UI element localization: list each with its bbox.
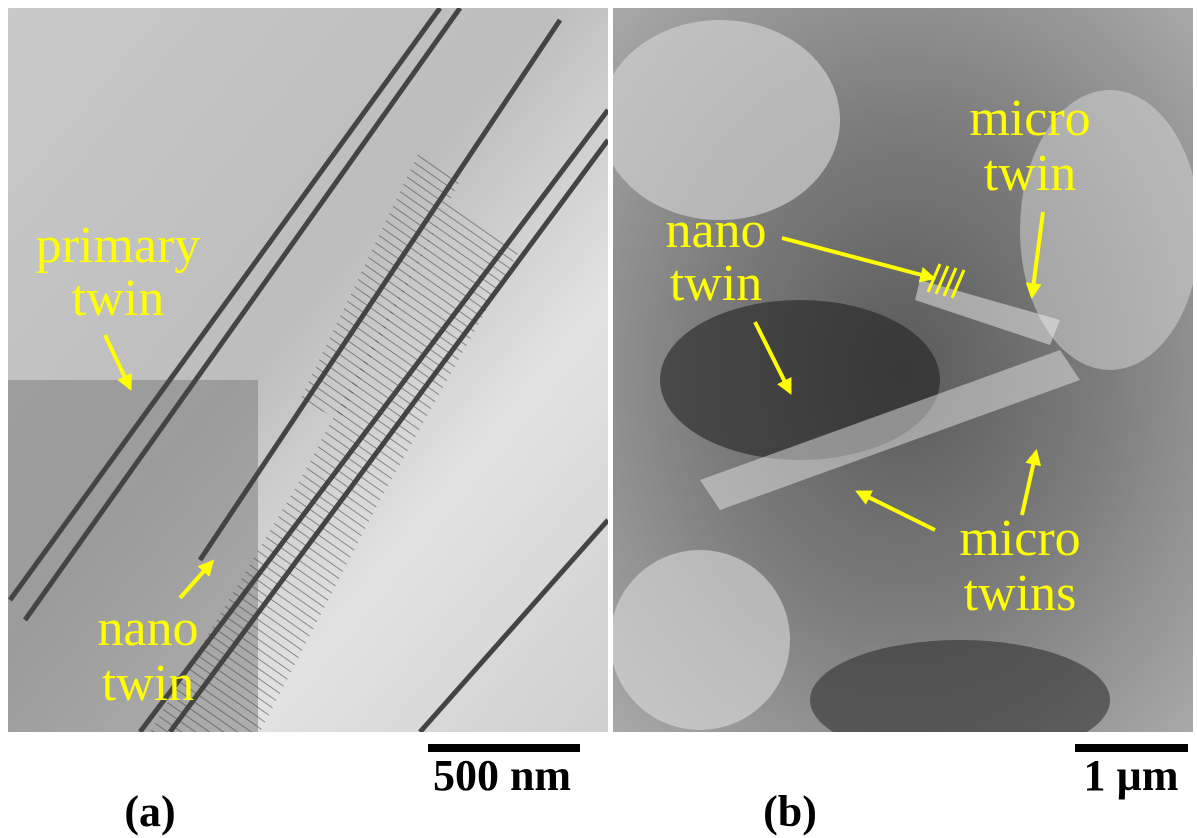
annotation: micro — [969, 90, 1090, 147]
annotation: twin — [72, 270, 164, 327]
annotation: nano — [97, 600, 198, 657]
figure: primary twin nano twin micro twin nano t… — [0, 0, 1197, 838]
scale-bar-label: 1 µm — [1083, 751, 1178, 800]
scale-bar-label: 500 nm — [433, 751, 571, 800]
annotation: micro — [959, 510, 1080, 567]
annotation: primary — [36, 217, 201, 274]
micrograph-b — [600, 8, 1197, 760]
annotation: nano — [665, 202, 766, 259]
annotation: twin — [670, 255, 762, 312]
annotation: twin — [102, 655, 194, 712]
panel-label: (b) — [763, 787, 817, 836]
annotation: twin — [984, 145, 1076, 202]
panel-label: (a) — [124, 787, 175, 836]
annotation: twins — [964, 565, 1077, 622]
